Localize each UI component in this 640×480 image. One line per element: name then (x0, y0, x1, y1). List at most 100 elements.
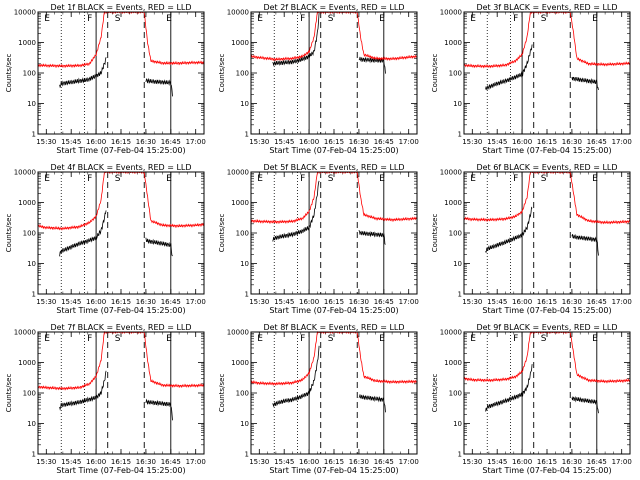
x-tick-label: 15:30 (36, 458, 56, 466)
y-tick-label: 1 (458, 291, 462, 299)
plot-frame (463, 171, 631, 295)
x-tick-label: 15:30 (462, 298, 482, 306)
x-tick-label: 16:15 (537, 458, 557, 466)
x-tick-label: 16:00 (299, 298, 319, 306)
y-axis-label: Counts/sec (5, 54, 13, 93)
y-tick-label: 1000 (231, 39, 249, 47)
marker-label-e: E (44, 334, 50, 344)
x-tick-label: 16:30 (136, 298, 156, 306)
events-series-line (145, 237, 173, 257)
x-tick-label: 17:00 (612, 298, 632, 306)
lld-series-line (250, 170, 418, 225)
marker-label-f: F (513, 174, 518, 184)
lld-series-line (463, 170, 631, 225)
marker-label-e: E (166, 14, 172, 24)
lld-series-line (463, 11, 631, 69)
panel-det-4: 1 10 100 1000 10000 15:30 15:45 16:00 16:15 16:30… (5, 163, 206, 315)
y-tick-label: 1 (458, 131, 462, 139)
panel-det-3: 1 10 100 1000 10000 15:30 15:45 16:00 16:15 16:30… (431, 3, 632, 155)
y-tick-label: 1000 (444, 39, 462, 47)
y-axis-label: Counts/sec (431, 54, 439, 93)
x-tick-label: 15:45 (274, 458, 294, 466)
y-tick-label: 10 (240, 420, 249, 428)
x-tick-label: 17:00 (399, 138, 419, 146)
marker-label-f: F (300, 14, 305, 24)
x-tick-label: 16:15 (111, 298, 131, 306)
x-tick-label: 16:45 (161, 138, 181, 146)
lld-series-line (37, 171, 205, 231)
y-tick-label: 10 (240, 100, 249, 108)
y-tick-label: 1 (458, 451, 462, 459)
events-series-line (145, 398, 173, 421)
x-tick-label: 15:45 (274, 138, 294, 146)
panel-title: Det 7f BLACK = Events, RED = LLD (50, 323, 191, 332)
y-tick-label: 100 (236, 230, 249, 238)
events-series-line (485, 44, 533, 91)
x-tick-label: 17:00 (612, 138, 632, 146)
y-tick-label: 100 (236, 390, 249, 398)
events-series-line (485, 364, 533, 412)
y-tick-label: 100 (23, 70, 36, 78)
panel-det-7: 1 10 100 1000 10000 15:30 15:45 16:00 16:15 16:30… (5, 323, 206, 475)
y-tick-label: 1 (32, 291, 36, 299)
panel-det-9: 1 10 100 1000 10000 15:30 15:45 16:00 16:15 16:30… (431, 323, 632, 475)
x-tick-label: 15:30 (36, 138, 56, 146)
y-tick-label: 10000 (440, 169, 462, 177)
y-axis-label: Counts/sec (431, 214, 439, 253)
x-tick-label: 16:15 (324, 138, 344, 146)
panel-title: Det 8f BLACK = Events, RED = LLD (263, 323, 404, 332)
marker-label-s: S (328, 14, 334, 24)
panel-det-8: 1 10 100 1000 10000 15:30 15:45 16:00 16:15 16:30… (218, 323, 419, 475)
x-tick-label: 16:30 (349, 458, 369, 466)
events-series-line (59, 210, 107, 257)
marker-label-s: S (541, 174, 547, 184)
y-tick-label: 10000 (227, 9, 249, 17)
plot-frame (250, 331, 418, 455)
panel-det-2: 1 10 100 1000 10000 15:30 15:45 16:00 16:15 16:30… (218, 3, 419, 155)
marker-label-s: S (541, 334, 547, 344)
marker-label-f: F (300, 174, 305, 184)
events-series-line (358, 229, 386, 245)
x-tick-label: 17:00 (186, 138, 206, 146)
y-tick-label: 1000 (18, 39, 36, 47)
marker-label-e: E (470, 334, 476, 344)
y-axis-label: Counts/sec (218, 214, 226, 253)
y-tick-label: 1 (245, 451, 249, 459)
y-tick-label: 100 (449, 70, 462, 78)
plot-frame (37, 171, 205, 295)
plot-frame (463, 331, 631, 455)
x-tick-label: 16:00 (299, 458, 319, 466)
x-tick-label: 16:00 (86, 138, 106, 146)
events-series-line (272, 180, 320, 242)
lld-series-line (37, 10, 205, 69)
x-tick-label: 17:00 (186, 298, 206, 306)
lld-series-line (37, 330, 205, 391)
x-axis-label: Start Time (07-Feb-04 15:25:00) (56, 306, 185, 315)
x-tick-label: 15:30 (249, 298, 269, 306)
x-tick-label: 16:45 (587, 138, 607, 146)
marker-label-s: S (328, 174, 334, 184)
x-tick-label: 16:30 (562, 298, 582, 306)
y-tick-label: 1 (245, 131, 249, 139)
panel-det-6: 1 10 100 1000 10000 15:30 15:45 16:00 16:15 16:30… (431, 163, 632, 315)
y-tick-label: 1 (245, 291, 249, 299)
marker-label-s: S (115, 334, 121, 344)
x-tick-label: 16:15 (324, 298, 344, 306)
y-tick-label: 1000 (231, 359, 249, 367)
y-tick-label: 10000 (14, 329, 36, 337)
x-tick-label: 16:30 (562, 458, 582, 466)
plot-frame (37, 331, 205, 455)
events-series-line (358, 394, 386, 413)
panel-title: Det 2f BLACK = Events, RED = LLD (263, 3, 404, 12)
events-series-line (272, 12, 320, 66)
plot-frame (37, 11, 205, 135)
x-tick-label: 16:15 (537, 298, 557, 306)
events-series-line (59, 57, 107, 89)
y-tick-label: 100 (23, 230, 36, 238)
events-series-line (358, 56, 386, 74)
panel-title: Det 4f BLACK = Events, RED = LLD (50, 163, 191, 172)
marker-label-s: S (115, 174, 121, 184)
y-tick-label: 10 (453, 260, 462, 268)
x-tick-label: 16:15 (324, 458, 344, 466)
events-series-line (145, 77, 173, 97)
